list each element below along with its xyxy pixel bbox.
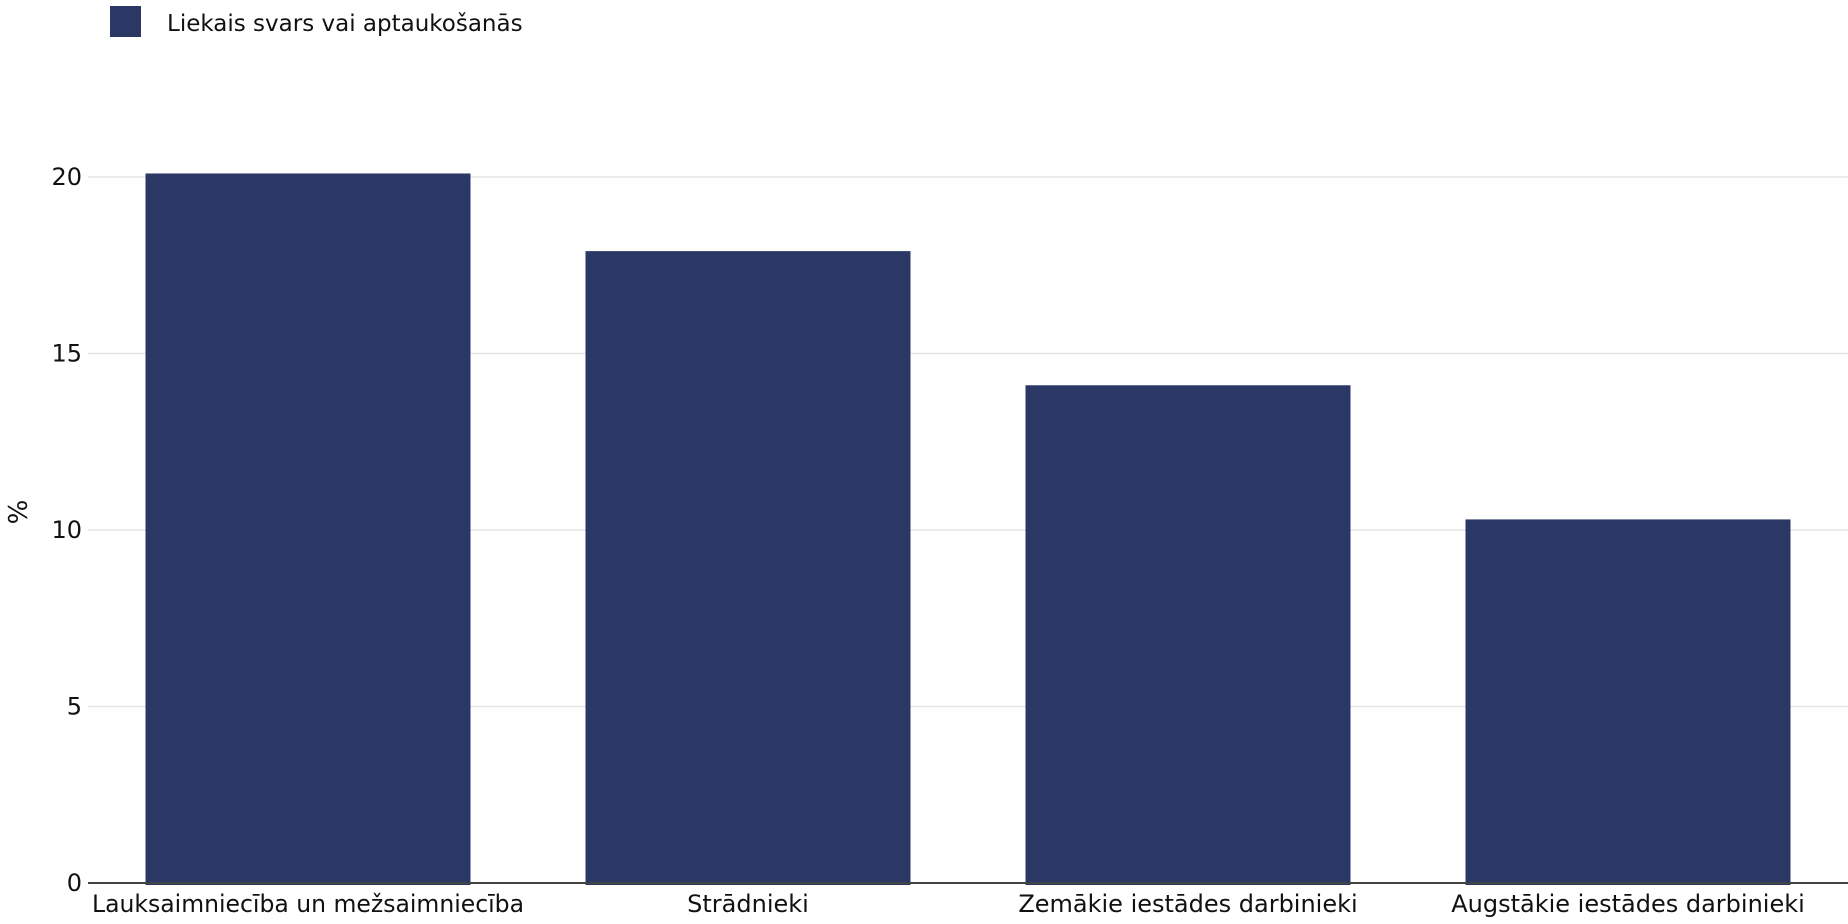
x-tick-labels: Lauksaimniecība un mežsaimniecība Strādni… (92, 890, 1805, 918)
y-tick-label: 0 (67, 869, 82, 897)
bar[interactable] (1465, 519, 1791, 885)
bar[interactable] (145, 173, 471, 886)
bars (145, 173, 1791, 886)
y-tick-label: 20 (51, 163, 82, 191)
y-tick-label: 10 (51, 516, 82, 544)
y-tick-labels: 0 5 10 15 20 (51, 163, 82, 897)
x-tick-label: Augstākie iestādes darbinieki (1451, 890, 1805, 918)
legend-label: Liekais svars vai aptaukošanās (167, 11, 523, 37)
x-tick-label: Lauksaimniecība un mežsaimniecība (92, 890, 524, 918)
x-tick-label: Strādnieki (687, 890, 809, 918)
x-tick-label: Zemākie iestādes darbinieki (1018, 890, 1357, 918)
bar[interactable] (585, 251, 911, 885)
y-tick-label: 5 (67, 693, 82, 721)
y-tick-label: 15 (51, 340, 82, 368)
y-axis-title: % (4, 500, 34, 525)
bar[interactable] (1025, 385, 1351, 885)
legend-swatch (110, 6, 141, 37)
legend[interactable]: Liekais svars vai aptaukošanās (110, 6, 523, 37)
